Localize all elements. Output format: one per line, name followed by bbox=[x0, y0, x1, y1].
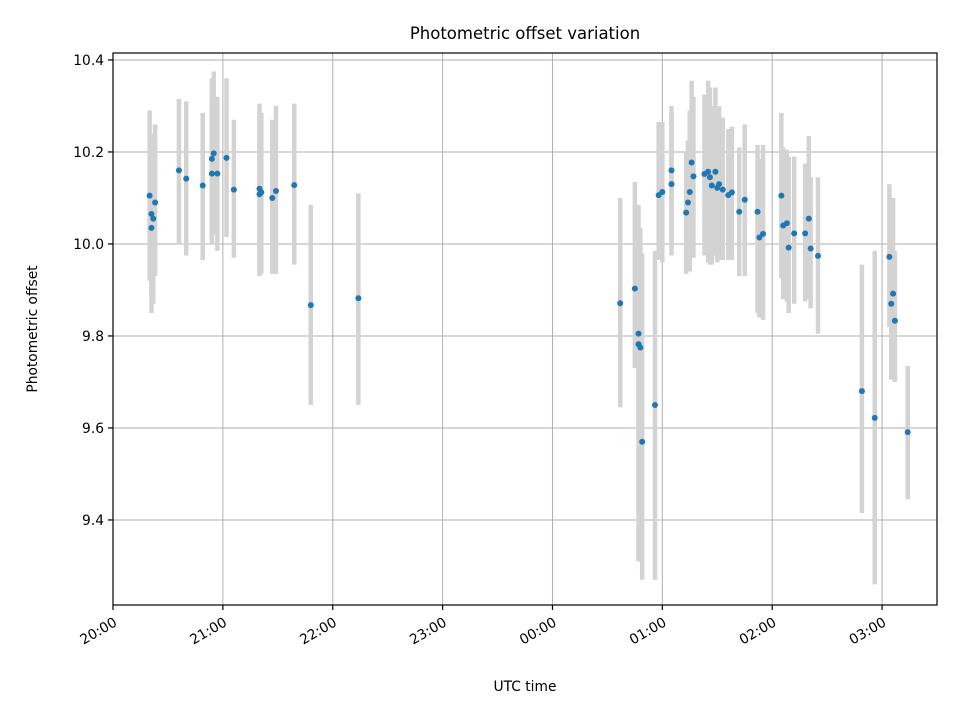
y-axis-label: Photometric offset bbox=[25, 265, 41, 393]
data-point bbox=[778, 192, 785, 199]
data-point bbox=[230, 186, 237, 193]
y-tick-label: 10.0 bbox=[73, 237, 104, 253]
data-point bbox=[146, 192, 153, 199]
data-point bbox=[258, 189, 265, 196]
chart-title: Photometric offset variation bbox=[410, 24, 640, 43]
data-point bbox=[690, 173, 697, 180]
data-point bbox=[756, 234, 763, 241]
data-point bbox=[791, 230, 798, 237]
data-point bbox=[736, 208, 743, 215]
data-point bbox=[814, 252, 821, 259]
data-point bbox=[639, 438, 646, 445]
data-point bbox=[208, 155, 215, 162]
y-tick-label: 9.8 bbox=[82, 329, 104, 345]
data-point bbox=[637, 344, 644, 351]
data-point bbox=[708, 182, 715, 189]
data-point bbox=[760, 230, 767, 237]
data-point bbox=[888, 300, 895, 307]
data-point bbox=[785, 244, 792, 251]
data-point bbox=[706, 174, 713, 181]
data-point bbox=[355, 295, 362, 302]
data-point bbox=[272, 188, 279, 195]
data-point bbox=[668, 167, 675, 174]
data-point bbox=[291, 182, 298, 189]
data-point bbox=[148, 211, 155, 218]
data-point bbox=[858, 388, 865, 395]
data-point bbox=[728, 189, 735, 196]
y-tick-label: 10.4 bbox=[73, 53, 104, 69]
data-point bbox=[904, 429, 911, 436]
data-point bbox=[635, 330, 642, 337]
data-point bbox=[705, 168, 712, 175]
data-point bbox=[668, 181, 675, 188]
data-point bbox=[307, 302, 314, 309]
data-point bbox=[652, 401, 659, 408]
data-point bbox=[152, 199, 159, 206]
data-point bbox=[807, 245, 814, 252]
point-layer bbox=[146, 150, 911, 445]
data-point bbox=[183, 175, 190, 182]
data-point bbox=[741, 196, 748, 203]
data-point bbox=[688, 159, 695, 166]
y-tick-layer: 9.4 9.6 9.8 10.0 10.2 10.4 bbox=[73, 53, 113, 529]
data-point bbox=[802, 230, 809, 237]
y-tick-label: 10.2 bbox=[73, 145, 104, 161]
plot-frame bbox=[112, 52, 938, 606]
y-tick-label: 9.4 bbox=[82, 513, 104, 529]
data-point bbox=[683, 209, 690, 216]
data-point bbox=[891, 317, 898, 324]
x-axis-label: UTC time bbox=[494, 679, 557, 695]
y-tick-label: 9.6 bbox=[82, 421, 104, 437]
data-point bbox=[150, 215, 157, 222]
data-point bbox=[712, 168, 719, 175]
data-point bbox=[886, 253, 893, 260]
data-point bbox=[754, 208, 761, 215]
data-point bbox=[175, 167, 182, 174]
data-point bbox=[659, 188, 666, 195]
data-point bbox=[631, 285, 638, 292]
data-point bbox=[805, 215, 812, 222]
data-point bbox=[208, 170, 215, 177]
data-point bbox=[783, 220, 790, 227]
data-point bbox=[269, 194, 276, 201]
data-point bbox=[871, 414, 878, 421]
data-point bbox=[210, 150, 217, 157]
data-point bbox=[686, 188, 693, 195]
data-point bbox=[716, 181, 723, 188]
data-point bbox=[684, 199, 691, 206]
data-point bbox=[890, 290, 897, 297]
data-point bbox=[214, 170, 221, 177]
data-point bbox=[223, 154, 230, 161]
data-point bbox=[148, 224, 155, 231]
data-point bbox=[199, 182, 206, 189]
data-point bbox=[617, 300, 624, 307]
data-point bbox=[719, 186, 726, 193]
